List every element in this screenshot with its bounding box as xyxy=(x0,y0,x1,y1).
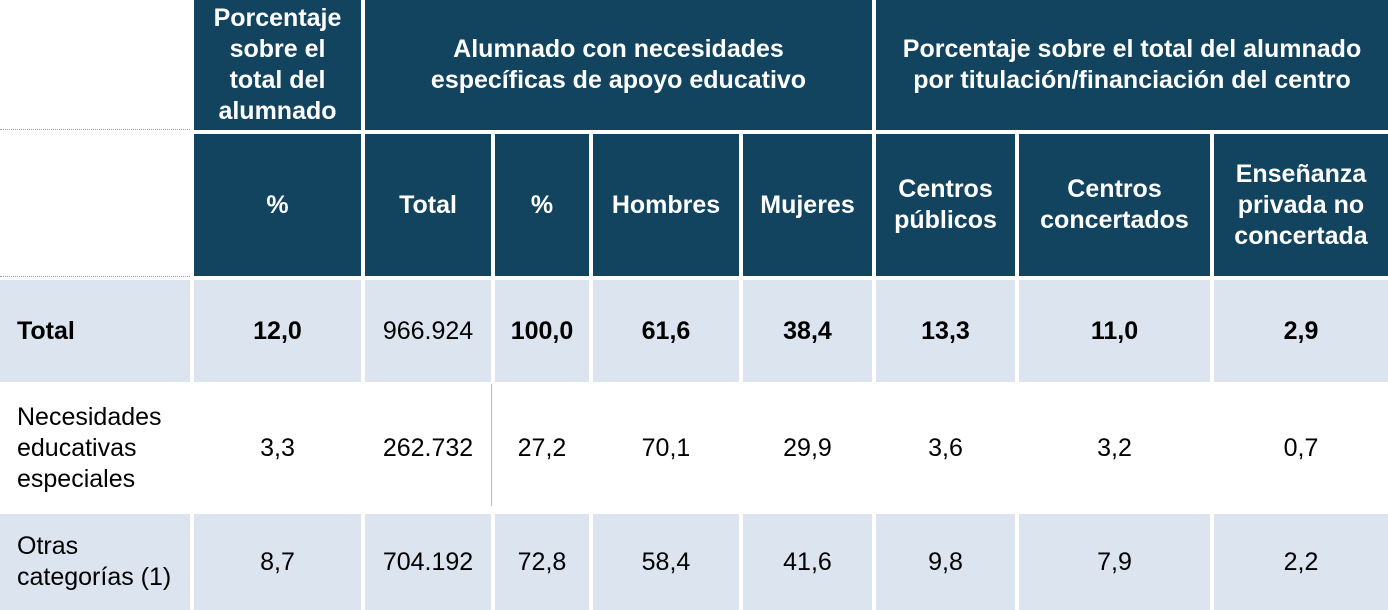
table-cell: 72,8 xyxy=(495,514,589,610)
table-cell: 100,0 xyxy=(495,280,589,382)
column-header-privada-no-concertada: Enseñanza privada no concertada xyxy=(1214,134,1388,276)
table-cell: 13,3 xyxy=(876,280,1015,382)
table-cell: 29,9 xyxy=(743,384,872,512)
table-cell: 262.732 xyxy=(365,384,491,512)
table-cell: 41,6 xyxy=(743,514,872,610)
column-header-percent: % xyxy=(194,134,361,276)
table-cell: 27,2 xyxy=(495,384,589,512)
column-header-centros-publicos: Centros públicos xyxy=(876,134,1015,276)
table-cell: 2,9 xyxy=(1214,280,1388,382)
column-header-hombres: Hombres xyxy=(593,134,739,276)
table-cell: 8,7 xyxy=(194,514,361,610)
column-header-percent-neae: % xyxy=(495,134,589,276)
column-header-total: Total xyxy=(365,134,491,276)
row-label-otras: Otras categorías (1) xyxy=(0,514,190,610)
table-cell: 38,4 xyxy=(743,280,872,382)
table-cell: 3,2 xyxy=(1019,384,1210,512)
table-cell: 11,0 xyxy=(1019,280,1210,382)
table-cell: 61,6 xyxy=(593,280,739,382)
table-cell: 58,4 xyxy=(593,514,739,610)
row-label-nee: Necesidades educativas especiales xyxy=(0,384,190,512)
column-header-centros-concertados: Centros concertados xyxy=(1019,134,1210,276)
table-cell: 966.924 xyxy=(365,280,491,382)
table-cell: 2,2 xyxy=(1214,514,1388,610)
table-cell: 12,0 xyxy=(194,280,361,382)
corner-divider xyxy=(0,129,190,130)
corner-divider-bottom xyxy=(0,276,190,277)
row-label-total: Total xyxy=(0,280,190,382)
group-header-neae: Alumnado con necesidades específicas de … xyxy=(365,0,872,130)
table-cell: 9,8 xyxy=(876,514,1015,610)
table-cell: 3,3 xyxy=(194,384,361,512)
table-cell: 0,7 xyxy=(1214,384,1388,512)
column-divider xyxy=(491,384,492,506)
table-cell: 70,1 xyxy=(593,384,739,512)
table-cell: 3,6 xyxy=(876,384,1015,512)
column-header-mujeres: Mujeres xyxy=(743,134,872,276)
table-cell: 7,9 xyxy=(1019,514,1210,610)
table-cell: 704.192 xyxy=(365,514,491,610)
header-corner xyxy=(0,0,190,276)
group-header-percentage-total: Porcentaje sobre el total del alumnado xyxy=(194,0,361,130)
group-header-titularidad: Porcentaje sobre el total del alumnado p… xyxy=(876,0,1388,130)
